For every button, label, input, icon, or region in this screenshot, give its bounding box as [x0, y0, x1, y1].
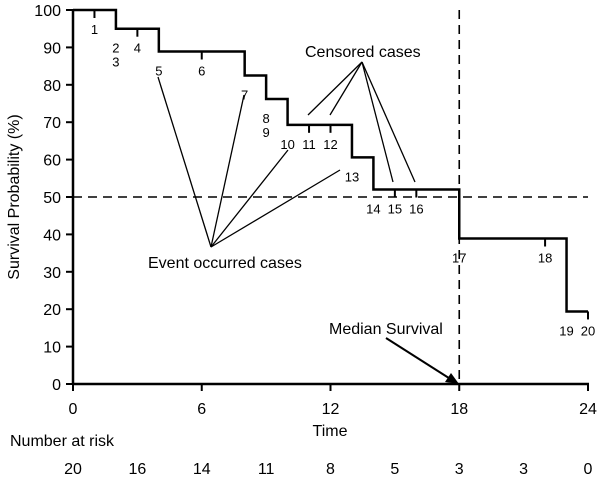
- event-case-label: 3: [112, 55, 119, 70]
- event-case-label: 13: [345, 169, 359, 184]
- y-tick-label: 0: [52, 377, 61, 394]
- median-arrow-line: [385, 337, 453, 381]
- censored-pointer-line: [329, 61, 363, 116]
- event-case-label: 2: [112, 41, 119, 56]
- event-case-label: 19: [559, 323, 573, 338]
- censored-case-label: 12: [323, 137, 337, 152]
- y-axis-label: Survival Probability (%): [6, 114, 23, 279]
- censored-case-label: 4: [134, 41, 141, 56]
- x-tick-label: 24: [579, 401, 597, 418]
- risk-count: 8: [326, 461, 335, 478]
- y-tick-label: 60: [43, 153, 61, 170]
- censored-case-label: 11: [302, 137, 316, 152]
- event-pointer-line: [210, 94, 245, 248]
- censored-case-label: 1: [91, 22, 98, 37]
- event-case-label: 5: [155, 64, 162, 79]
- risk-count: 5: [390, 461, 399, 478]
- risk-count: 20: [64, 461, 82, 478]
- risk-count: 11: [258, 461, 275, 478]
- censored-case-label: 15: [388, 202, 402, 217]
- y-tick-label: 50: [43, 190, 61, 207]
- x-tick-label: 12: [322, 401, 340, 418]
- survival-curve: [73, 8, 588, 313]
- censored-case-label: 16: [409, 202, 423, 217]
- event-case-label: 9: [263, 125, 270, 140]
- censored-pointer-line: [361, 61, 394, 183]
- x-tick-label: 18: [450, 401, 468, 418]
- x-tick-label: 0: [69, 401, 78, 418]
- censored-cases-label: Censored cases: [305, 44, 421, 61]
- y-tick-label: 90: [43, 40, 61, 57]
- risk-count: 3: [519, 461, 528, 478]
- event-case-label: 7: [241, 87, 248, 102]
- event-cases-label: Event occurred cases: [148, 255, 302, 272]
- risk-table-title: Number at risk: [10, 433, 115, 450]
- event-pointer-line: [157, 76, 212, 248]
- event-case-label: 8: [263, 111, 270, 126]
- censored-case-label: 6: [198, 64, 205, 79]
- event-case-label: 14: [366, 202, 380, 217]
- risk-table: 20 16 14 11 8 5 3 3 0: [64, 461, 592, 478]
- annotations: Censored cases Event occurred cases Medi…: [148, 44, 459, 384]
- y-tick-label: 30: [43, 265, 61, 282]
- event-pointer-line: [210, 169, 341, 248]
- censored-pointer-line: [307, 61, 363, 116]
- median-arrow-head-icon: [445, 373, 459, 384]
- censored-case-label: 20: [581, 323, 595, 338]
- y-tick-label: 20: [43, 302, 61, 319]
- y-tick-label: 10: [43, 340, 61, 357]
- x-tick-label: 6: [197, 401, 206, 418]
- risk-count: 14: [193, 461, 211, 478]
- event-case-label: 17: [452, 251, 466, 266]
- y-tick-label: 80: [43, 78, 61, 95]
- y-tick-label: 40: [43, 227, 61, 244]
- median-survival-label: Median Survival: [329, 321, 443, 338]
- event-case-label: 10: [280, 137, 294, 152]
- risk-count: 16: [128, 461, 146, 478]
- risk-count: 0: [584, 461, 593, 478]
- censored-pointer-line: [361, 61, 416, 183]
- y-tick-label: 70: [43, 115, 61, 132]
- x-axis-label: Time: [313, 423, 348, 440]
- event-pointer-line: [210, 149, 289, 248]
- risk-count: 3: [455, 461, 464, 478]
- censored-case-label: 18: [538, 251, 552, 266]
- y-tick-label: 100: [34, 3, 61, 20]
